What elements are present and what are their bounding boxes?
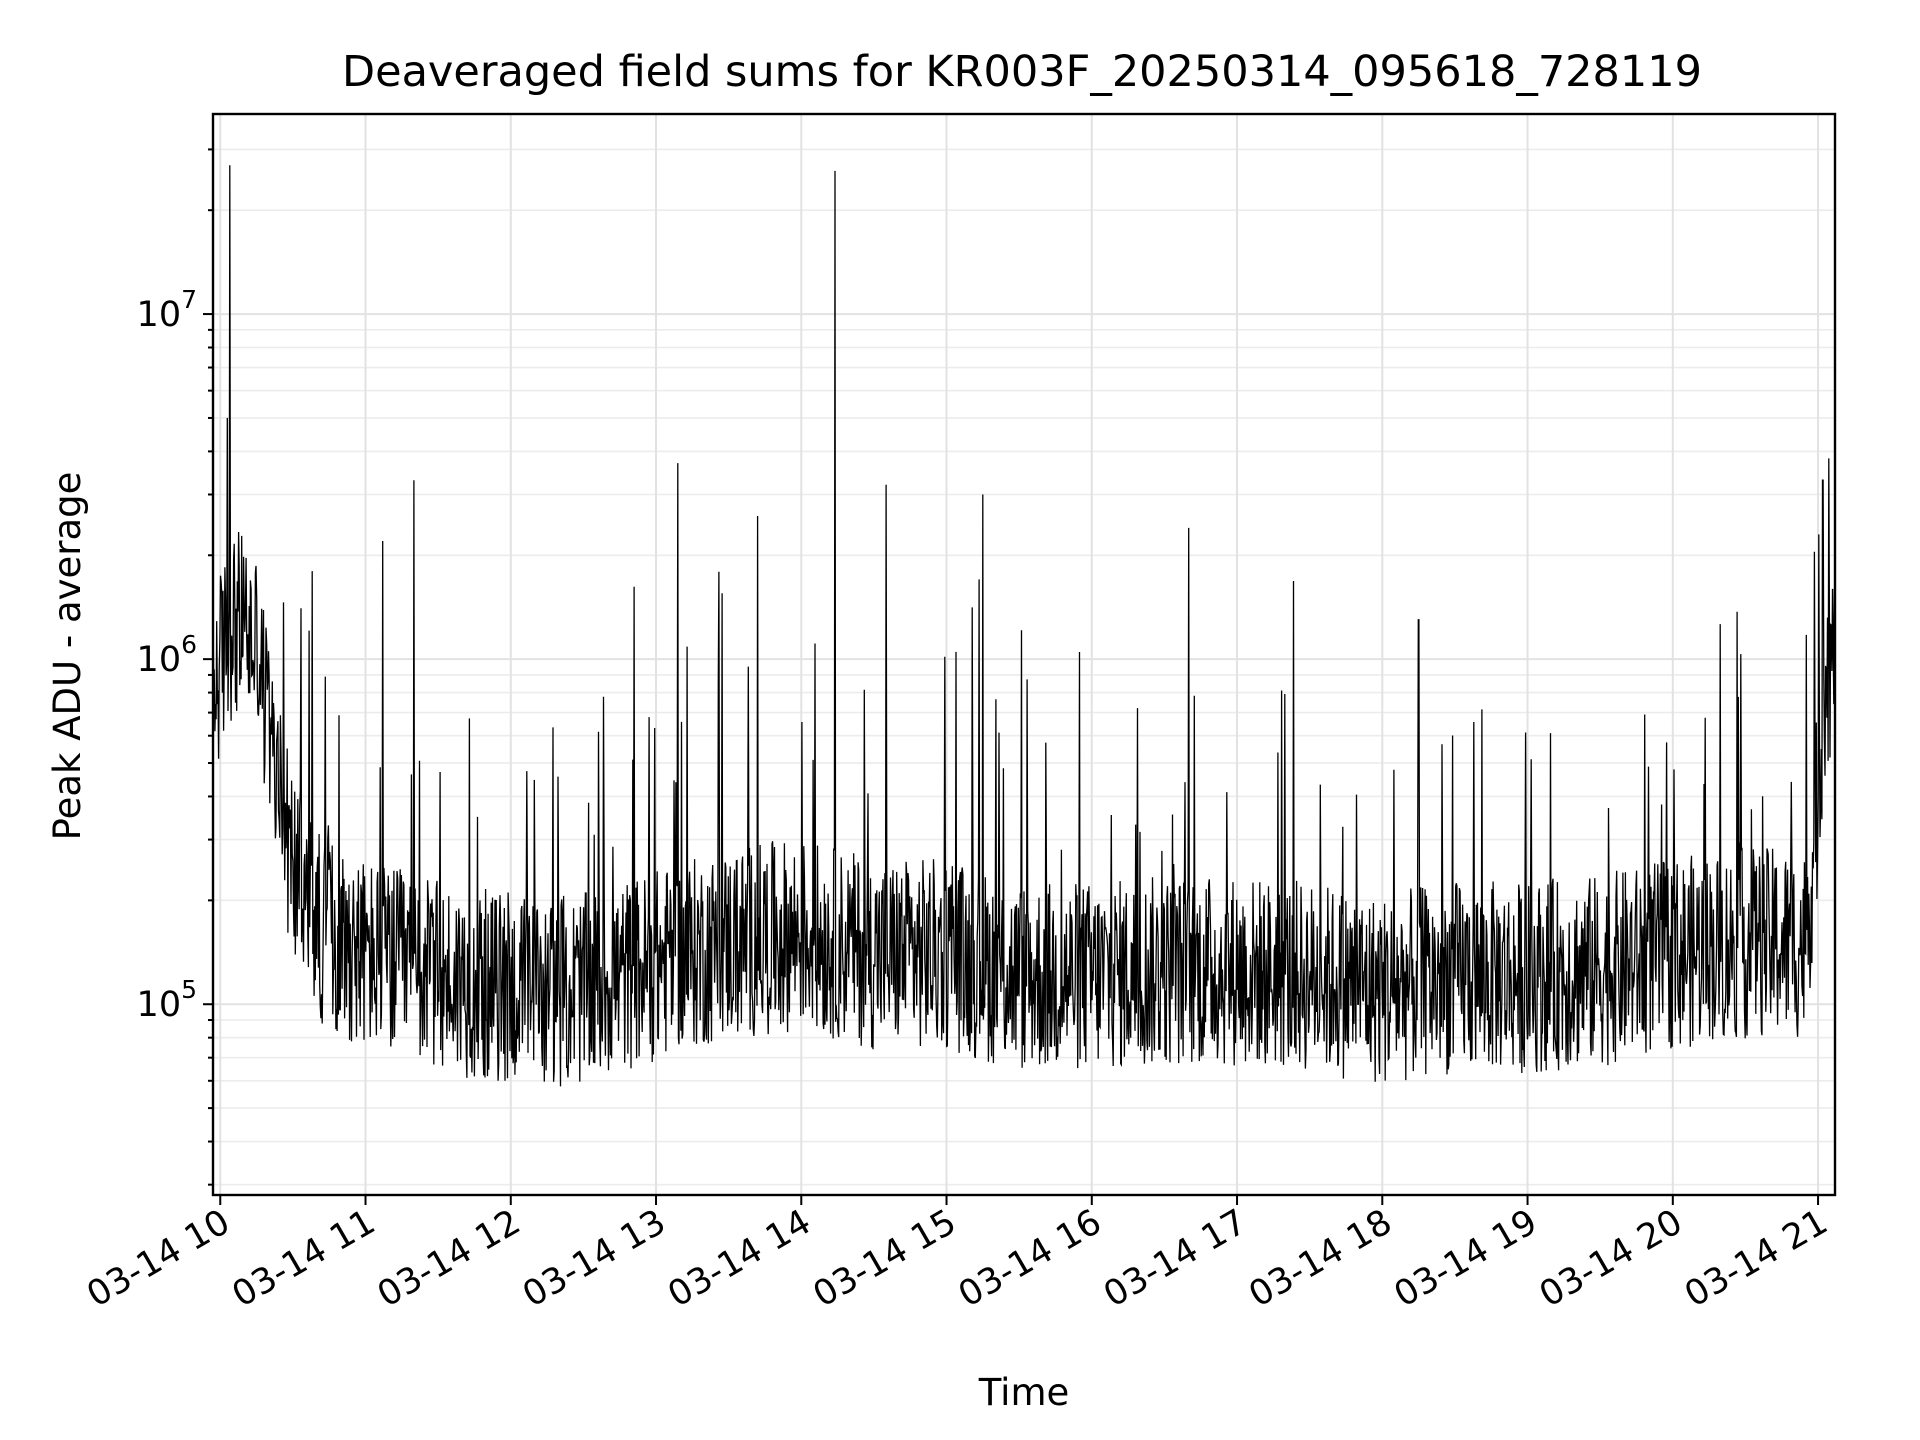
- x-tick-label: 03-14 19: [1388, 1202, 1544, 1315]
- series-line: [212, 165, 1836, 1087]
- x-tick-label: 03-14 21: [1678, 1202, 1834, 1315]
- x-tick-label: 03-14 14: [661, 1202, 817, 1315]
- y-axis: 105 106 107: [137, 148, 213, 1186]
- x-tick-label: 03-14 16: [952, 1202, 1108, 1315]
- y-tick-label: 107: [137, 285, 197, 335]
- x-tick-label: 03-14 20: [1533, 1202, 1689, 1315]
- y-axis-label: Peak ADU - average: [46, 472, 89, 841]
- x-tick-label: 03-14 15: [807, 1202, 963, 1315]
- x-tick-label: 03-14 12: [371, 1202, 527, 1315]
- x-tick-label: 03-14 17: [1097, 1202, 1253, 1315]
- series-group: [212, 165, 1836, 1087]
- x-tick-label: 03-14 11: [226, 1202, 382, 1315]
- x-tick-label: 03-14 18: [1243, 1202, 1399, 1315]
- x-tick-label: 03-14 10: [80, 1202, 236, 1315]
- x-tick-label: 03-14 13: [516, 1202, 672, 1315]
- y-tick-label: 105: [137, 975, 197, 1025]
- x-axis-label: Time: [978, 1371, 1070, 1414]
- chart-title: Deaveraged field sums for KR003F_2025031…: [342, 47, 1702, 97]
- y-tick-label: 106: [137, 630, 197, 680]
- plot-frame: [211, 112, 1837, 1197]
